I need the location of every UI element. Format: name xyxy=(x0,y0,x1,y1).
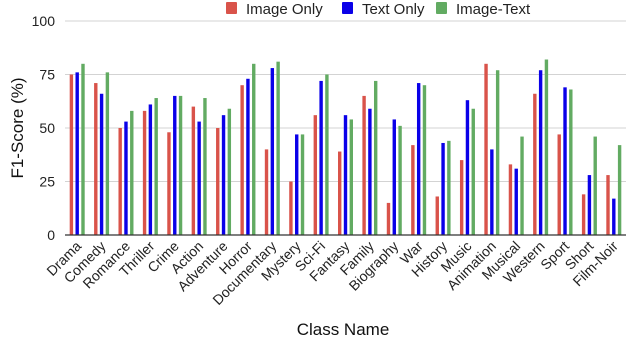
bar-image-text-drama xyxy=(81,63,85,235)
bar-image-text-horror xyxy=(252,63,256,235)
bar-image-text-musical xyxy=(520,136,524,235)
bar-text-only-action xyxy=(197,121,201,235)
bar-image-only-biography xyxy=(386,202,391,235)
bar-image-only-adventure xyxy=(216,128,220,235)
bar-image-text-biography xyxy=(398,125,402,235)
bar-image-only-western xyxy=(533,93,537,235)
bar-image-only-fantasy xyxy=(338,151,342,235)
y-axis-title: F1-Score (%) xyxy=(8,77,27,178)
bar-text-only-crime xyxy=(173,95,177,236)
bar-image-text-mystery xyxy=(300,134,305,235)
bar-text-only-sport xyxy=(563,87,567,235)
bar-image-only-film-noir xyxy=(606,175,610,235)
bar-text-only-western xyxy=(538,70,543,235)
bar-image-only-comedy xyxy=(94,83,98,235)
bar-image-text-crime xyxy=(178,95,183,236)
bar-text-only-drama xyxy=(75,72,79,235)
bar-text-only-animation xyxy=(490,149,494,235)
bar-image-only-drama xyxy=(69,74,74,235)
y-tick-label: 75 xyxy=(39,67,55,83)
bar-text-only-romance xyxy=(124,121,128,235)
x-axis-title: Class Name xyxy=(297,320,390,339)
y-tick-label: 50 xyxy=(39,120,55,136)
bar-image-only-action xyxy=(191,106,196,235)
legend-swatch xyxy=(342,2,353,14)
y-tick-label: 0 xyxy=(47,227,55,243)
bar-image-text-western xyxy=(544,59,549,235)
bar-image-text-sci-fi xyxy=(325,74,329,235)
bar-image-only-animation xyxy=(484,63,488,235)
legend-label: Image-Text xyxy=(456,1,531,18)
bar-image-text-fantasy xyxy=(349,119,353,235)
bar-text-only-horror xyxy=(246,78,250,235)
bar-image-text-sport xyxy=(569,89,573,235)
bar-text-only-short xyxy=(587,175,592,235)
bar-image-only-sport xyxy=(557,134,561,235)
bar-image-only-war xyxy=(411,145,415,235)
bar-image-only-horror xyxy=(240,85,244,235)
bar-image-text-action xyxy=(203,98,207,235)
bar-text-only-music xyxy=(465,100,470,236)
legend-label: Image Only xyxy=(246,1,323,18)
bar-image-text-family xyxy=(373,80,378,235)
bar-image-only-short xyxy=(581,194,586,235)
x-axis-ticks: DramaComedyRomanceThrillerCrimeActionAdv… xyxy=(43,238,621,308)
bars xyxy=(69,59,622,236)
y-tick-label: 25 xyxy=(39,174,55,190)
bar-text-only-documentary xyxy=(270,68,275,235)
bar-image-text-short xyxy=(593,136,597,235)
bar-image-only-history xyxy=(435,196,439,235)
bar-image-only-romance xyxy=(118,128,122,235)
bar-text-only-thriller xyxy=(148,104,153,236)
bar-image-text-comedy xyxy=(105,72,110,235)
bar-image-text-film-noir xyxy=(617,145,622,235)
bar-image-only-documentary xyxy=(264,149,269,235)
bar-text-only-film-noir xyxy=(612,198,616,235)
y-tick-label: 100 xyxy=(32,13,56,29)
bar-image-text-romance xyxy=(130,110,134,235)
bar-image-only-family xyxy=(362,95,366,236)
bar-image-only-thriller xyxy=(142,110,147,235)
bar-image-text-music xyxy=(471,108,475,235)
bar-text-only-musical xyxy=(514,168,518,235)
legend-label: Text Only xyxy=(362,1,425,18)
bar-text-only-sci-fi xyxy=(319,80,323,235)
legend-swatch xyxy=(226,2,237,14)
bar-text-only-comedy xyxy=(99,93,104,235)
y-axis-ticks: 0 25 50 75 100 xyxy=(32,13,56,243)
bar-image-text-documentary xyxy=(276,61,280,235)
bar-image-text-adventure xyxy=(227,108,232,235)
bar-image-text-war xyxy=(422,85,427,235)
legend: Image Only Text Only Image-Text xyxy=(226,1,531,18)
bar-image-only-mystery xyxy=(289,181,293,235)
bar-text-only-mystery xyxy=(295,134,299,235)
bar-text-only-family xyxy=(368,108,372,235)
bar-image-text-history xyxy=(447,140,451,235)
bar-text-only-biography xyxy=(392,119,396,235)
bar-image-only-crime xyxy=(167,132,171,235)
bar-image-text-animation xyxy=(495,70,500,235)
bar-text-only-war xyxy=(416,83,421,235)
bar-image-only-sci-fi xyxy=(313,115,318,235)
legend-swatch xyxy=(436,2,447,14)
bar-image-only-musical xyxy=(508,164,513,235)
bar-text-only-fantasy xyxy=(343,115,348,235)
bar-text-only-history xyxy=(441,142,445,235)
bar-image-text-thriller xyxy=(154,98,158,235)
bar-text-only-adventure xyxy=(221,115,226,235)
bar-image-only-music xyxy=(459,160,464,235)
